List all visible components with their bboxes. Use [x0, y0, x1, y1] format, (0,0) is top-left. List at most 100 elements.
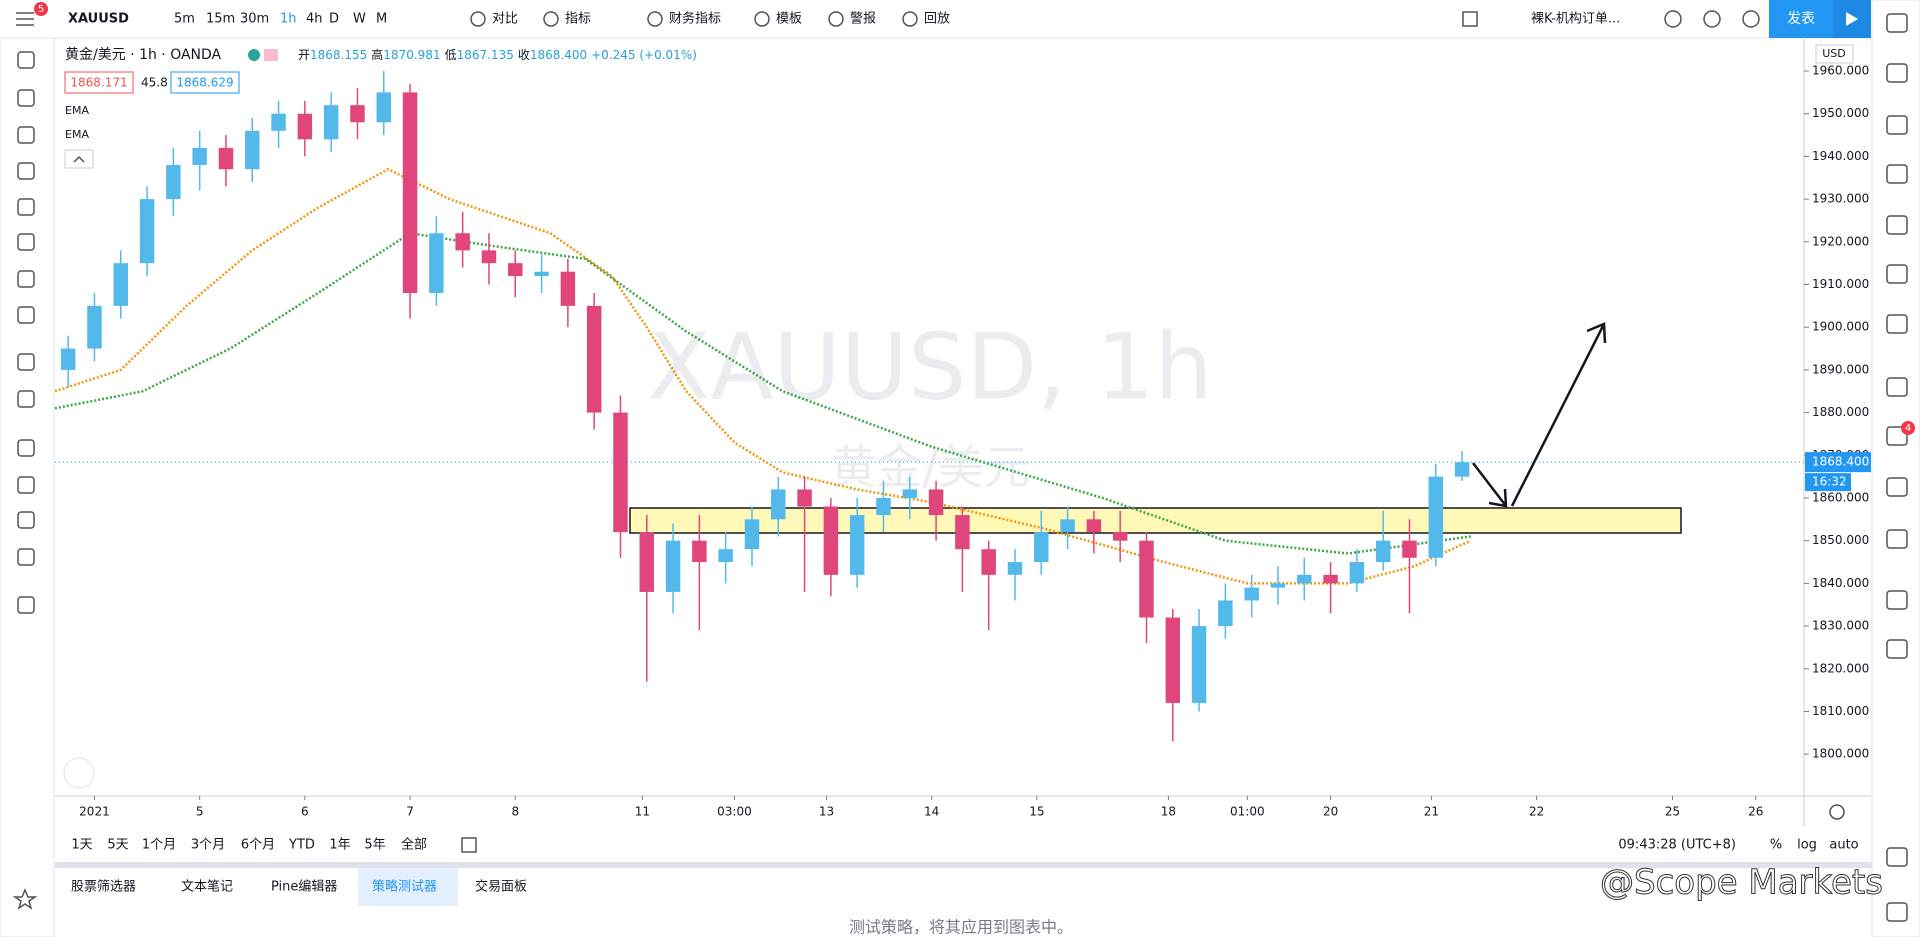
tool-icon[interactable] [17, 548, 35, 566]
side-icon[interactable] [1886, 847, 1908, 867]
currency: USD [1822, 47, 1846, 60]
tool-icon[interactable] [17, 270, 35, 288]
side-icon[interactable] [1886, 426, 1908, 446]
ohlc-label: 收 [518, 48, 530, 62]
side-icon[interactable] [1886, 314, 1908, 334]
menu-icon[interactable] [16, 12, 34, 26]
tool-icon[interactable] [17, 596, 35, 614]
side-icon[interactable] [1886, 377, 1908, 397]
panel-tab[interactable]: 股票筛选器 [71, 880, 136, 895]
side-icon[interactable] [1886, 902, 1908, 922]
candle-body [245, 130, 260, 170]
side-icon[interactable] [1886, 164, 1908, 184]
range-button[interactable]: 5年 [364, 838, 385, 853]
side-icon[interactable] [1886, 529, 1908, 549]
range-button[interactable]: 全部 [401, 837, 427, 853]
y-tick-label: 1840.000 [1812, 576, 1869, 590]
panel-tab[interactable]: 策略测试器 [372, 879, 437, 895]
last-price: 1868.400 [1812, 455, 1869, 469]
side-icon[interactable] [1886, 590, 1908, 610]
tool-icon[interactable] [17, 439, 35, 457]
ohlc-value: 1868.400 [530, 48, 587, 62]
range-button[interactable]: 5天 [107, 838, 128, 853]
ohlc-label: 高 [371, 47, 383, 62]
candle-body [744, 519, 760, 550]
side-icon[interactable] [1886, 63, 1908, 83]
candle-body [1375, 540, 1391, 563]
tool-icon[interactable] [17, 51, 35, 69]
interval[interactable]: D [329, 12, 339, 27]
goto-icon[interactable] [461, 837, 477, 853]
settings-icon[interactable] [1703, 10, 1721, 28]
currency-box [1815, 44, 1854, 64]
side-icon[interactable] [1886, 13, 1908, 33]
tool-icon[interactable] [17, 198, 35, 216]
tool-icon[interactable] [17, 476, 35, 494]
collapse-button[interactable] [64, 149, 94, 169]
panel-tab[interactable]: 文本笔记 [181, 879, 233, 895]
side-icon[interactable] [1886, 639, 1908, 659]
tool-icon[interactable] [17, 353, 35, 371]
tool[interactable]: 警报 [850, 11, 876, 27]
tool-icon[interactable] [17, 390, 35, 408]
side-icon[interactable] [1886, 477, 1908, 497]
range-button[interactable]: YTD [288, 838, 315, 853]
x-tick-label: 03:00 [717, 805, 752, 819]
side-icon[interactable] [1886, 115, 1908, 135]
publish[interactable]: 发表 [1787, 11, 1815, 27]
tool[interactable]: 指标 [565, 12, 591, 27]
interval[interactable]: M [376, 12, 387, 27]
interval[interactable]: 15m [206, 12, 235, 27]
watermark-symbol: XAUUSD, 1h [647, 313, 1212, 420]
tool-icon[interactable] [17, 233, 35, 251]
y-tick-label: 1810.000 [1812, 704, 1869, 718]
symbol[interactable]: XAUUSD [68, 12, 129, 27]
interval[interactable]: W [353, 12, 366, 27]
scale-option[interactable]: log [1797, 838, 1817, 853]
ask-box[interactable] [170, 71, 240, 94]
y-tick-label: 1830.000 [1812, 619, 1869, 633]
range-button[interactable]: 3个月 [191, 838, 225, 853]
interval[interactable]: 4h [306, 12, 323, 27]
tool-icon[interactable] [17, 89, 35, 107]
candle-body [1402, 540, 1417, 558]
scale-option[interactable]: % [1770, 838, 1782, 853]
x-tick-label: 8 [511, 805, 519, 819]
bid: 1868.171 [70, 76, 127, 90]
interval[interactable]: 5m [174, 12, 195, 27]
range-button[interactable]: 1个月 [142, 838, 176, 853]
tool[interactable]: 模板 [776, 12, 802, 27]
candle-body [955, 515, 970, 550]
range-button[interactable]: 1天 [71, 838, 92, 853]
tool-icon[interactable] [17, 162, 35, 180]
range-button[interactable]: 1年 [329, 838, 350, 853]
tool[interactable]: 对比 [492, 12, 518, 27]
settings-icon[interactable] [1664, 10, 1682, 28]
x-tick-label: 5 [196, 805, 204, 819]
candle-body [876, 497, 891, 516]
tool-icon[interactable] [17, 511, 35, 529]
settings-gear[interactable] [1829, 804, 1845, 820]
tool-icon[interactable] [17, 306, 35, 324]
scale-option[interactable]: auto [1829, 838, 1858, 853]
range-button[interactable]: 6个月 [241, 838, 275, 853]
panel-tab[interactable]: Pine编辑器 [271, 880, 337, 895]
candle-body [1007, 562, 1023, 575]
side-icon[interactable] [1886, 215, 1908, 235]
side-icon[interactable] [1886, 264, 1908, 284]
tool-icon[interactable] [17, 126, 35, 144]
last-price-box [1805, 452, 1871, 473]
publish-button[interactable] [1769, 0, 1833, 38]
y-tick-label: 1900.000 [1812, 320, 1869, 334]
bid-box[interactable] [64, 71, 134, 94]
tool[interactable]: 财务指标 [669, 11, 721, 27]
interval[interactable]: 30m [240, 12, 269, 27]
panel-tab[interactable]: 交易面板 [475, 879, 527, 895]
tool[interactable]: 回放 [924, 12, 950, 27]
interval[interactable]: 1h [280, 12, 297, 27]
layout-name[interactable]: 裸K-机构订单... [1531, 12, 1620, 27]
settings-icon[interactable] [1742, 10, 1760, 28]
favorite-icon[interactable] [12, 888, 38, 910]
active-tab[interactable] [358, 868, 458, 906]
